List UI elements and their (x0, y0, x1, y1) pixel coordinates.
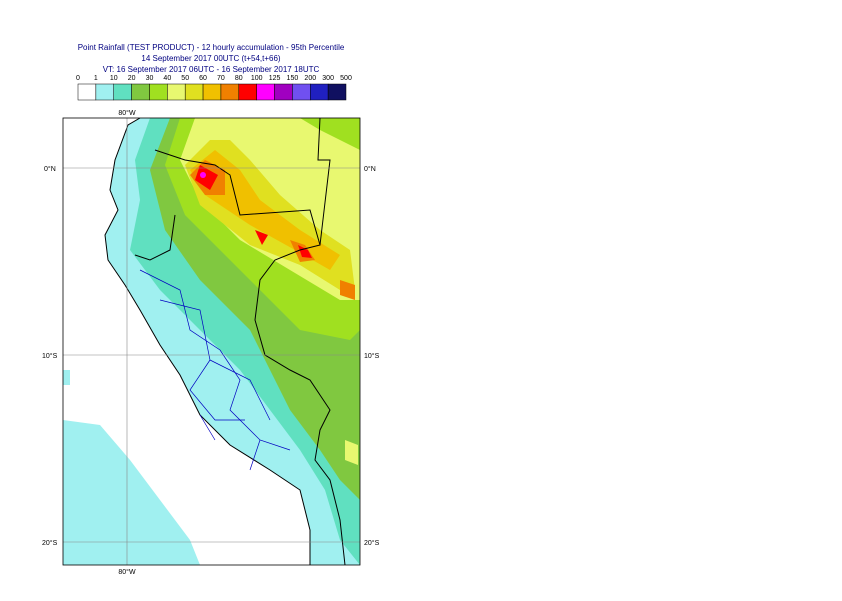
legend-label: 70 (217, 75, 225, 82)
legend-swatch (220, 83, 240, 101)
legend-label: 1 (94, 75, 98, 82)
legend-swatch (238, 83, 257, 101)
legend-swatch (274, 83, 293, 101)
legend-label: 300 (322, 75, 334, 82)
lat-label: 0°N (364, 165, 376, 173)
legend-swatch (327, 83, 347, 101)
valid-time: VT: 16 September 2017 06UTC - 16 Septemb… (103, 65, 320, 74)
lon-label: 80°W (118, 568, 136, 576)
lat-label: 10°S (364, 352, 380, 360)
legend-swatch (113, 83, 132, 101)
legend-label: 125 (269, 75, 281, 82)
legend-label: 0 (76, 75, 80, 82)
legend-label: 10 (110, 75, 118, 82)
lat-label: 10°S (42, 352, 58, 360)
lat-label: 20°S (42, 539, 58, 547)
legend-label: 20 (128, 75, 136, 82)
legend: 0 1 10 20 30 40 50 60 70 80 100 125 150 200 300 500 (76, 75, 352, 101)
legend-label: 100 (251, 75, 263, 82)
lat-label: 0°N (44, 165, 56, 173)
title: Point Rainfall (TEST PRODUCT) - 12 hourl… (78, 43, 345, 52)
legend-swatch (256, 83, 275, 101)
legend-swatch (95, 83, 114, 101)
legend-swatch (131, 83, 150, 101)
lat-label: 20°S (364, 539, 380, 547)
base-time: 14 September 2017 00UTC (t+54,t+66) (141, 54, 281, 63)
legend-label: 200 (304, 75, 316, 82)
map-frame (62, 117, 361, 566)
legend-swatch (184, 83, 204, 101)
legend-swatch (167, 83, 186, 101)
legend-label: 50 (181, 75, 189, 82)
legend-label: 30 (146, 75, 154, 82)
legend-label: 60 (199, 75, 207, 82)
legend-swatch (149, 83, 168, 101)
legend-label: 500 (340, 75, 352, 82)
lon-label: 80°W (118, 109, 136, 117)
legend-swatch (310, 83, 329, 101)
legend-label: 80 (235, 75, 243, 82)
legend-swatch (292, 83, 311, 101)
legend-label: 40 (163, 75, 171, 82)
map (63, 118, 360, 565)
legend-swatch (77, 83, 97, 101)
legend-label: 150 (287, 75, 299, 82)
legend-swatch (202, 83, 222, 101)
